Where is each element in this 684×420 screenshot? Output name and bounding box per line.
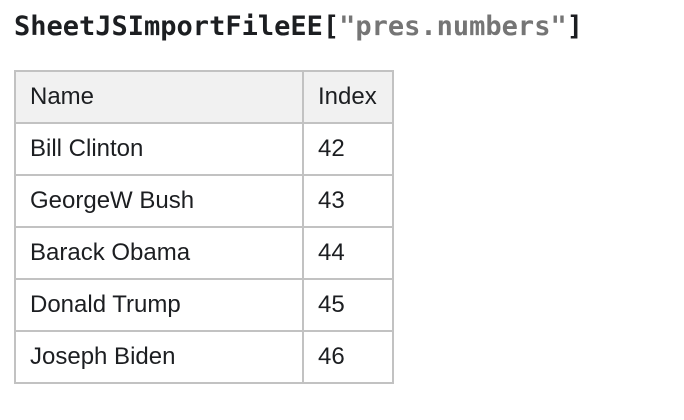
index-cell: 46 [302, 330, 394, 384]
name-cell: GeorgeW Bush [14, 174, 304, 228]
title-property-string: "pres.numbers" [339, 11, 567, 42]
title-close-bracket: ] [566, 11, 583, 42]
page-title: SheetJSImportFileEE["pres.numbers"] [14, 10, 684, 44]
column-header-name: Name [14, 70, 304, 124]
presidents-table: Name Index Bill Clinton 42 GeorgeW Bush … [14, 70, 394, 384]
table-row: Donald Trump 45 [14, 278, 394, 332]
name-cell: Joseph Biden [14, 330, 304, 384]
table-row: GeorgeW Bush 43 [14, 174, 394, 228]
column-header-index: Index [302, 70, 394, 124]
index-cell: 42 [302, 122, 394, 176]
table-header-row: Name Index [14, 70, 394, 124]
name-cell: Barack Obama [14, 226, 304, 280]
table-row: Barack Obama 44 [14, 226, 394, 280]
title-object-name: SheetJSImportFileEE [14, 11, 323, 42]
title-open-bracket: [ [322, 11, 340, 42]
table-row: Joseph Biden 46 [14, 330, 394, 384]
index-cell: 43 [302, 174, 394, 228]
index-cell: 45 [302, 278, 394, 332]
table-row: Bill Clinton 42 [14, 122, 394, 176]
name-cell: Donald Trump [14, 278, 304, 332]
name-cell: Bill Clinton [14, 122, 304, 176]
index-cell: 44 [302, 226, 394, 280]
